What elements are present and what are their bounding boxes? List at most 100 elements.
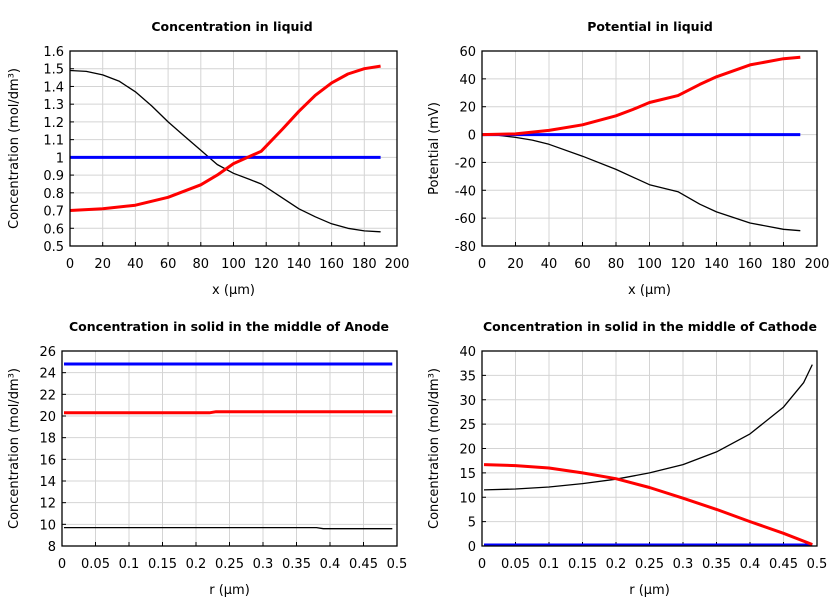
y-tick-label: 0.8	[43, 187, 64, 202]
x-tick-label: 160	[738, 257, 763, 272]
x-tick-label: 140	[704, 257, 729, 272]
y-tick-label: 0.7	[43, 205, 64, 220]
y-tick-label: 60	[459, 45, 476, 60]
x-tick-label: 0.1	[539, 557, 560, 572]
x-tick-label: 0	[478, 557, 486, 572]
x-tick-label: 160	[319, 257, 344, 272]
y-tick-label: 18	[39, 432, 56, 447]
subplot-2: Potential in liquid 0 20 40 60 80 100 120 140 160…	[427, 19, 829, 298]
x-tick-label: 0.05	[81, 557, 110, 572]
x-tick-label: 0.4	[740, 557, 761, 572]
subplot-1: Concentration in liquid 0 20 40 60 80 100 120 14…	[7, 19, 409, 298]
y-tick-label: 1.5	[43, 63, 64, 78]
x-axis-label: r (µm)	[629, 583, 670, 598]
y-tick-label: 0.5	[43, 240, 64, 255]
x-tick-label: 200	[805, 257, 830, 272]
y-tick-label: -20	[455, 156, 476, 171]
x-tick-label: 20	[94, 257, 111, 272]
chart-title: Concentration in liquid	[151, 19, 312, 34]
plot-frame	[69, 50, 398, 247]
chart-title: Concentration in solid in the middle of …	[483, 319, 817, 334]
x-tick-label: 0.15	[568, 557, 597, 572]
y-tick-label: 15	[459, 467, 476, 482]
y-tick-label: 26	[39, 345, 56, 360]
y-axis-label: Concentration (mol/dm³)	[427, 368, 442, 529]
y-tick-label: 35	[459, 369, 476, 384]
y-tick-label: 0.9	[43, 169, 64, 184]
x-tick-label: 120	[254, 257, 279, 272]
y-tick-label: 0.6	[43, 222, 64, 237]
y-tick-label: 40	[459, 73, 476, 88]
x-axis-label: x (µm)	[212, 283, 255, 298]
x-tick-label: 0.45	[349, 557, 378, 572]
x-tick-label: 0	[66, 257, 74, 272]
x-tick-label: 120	[671, 257, 696, 272]
x-tick-label: 0.2	[606, 557, 627, 572]
x-tick-label: 0.35	[282, 557, 311, 572]
x-tick-label: 0.25	[215, 557, 244, 572]
series-line-3	[481, 55, 801, 137]
x-axis-label: r (µm)	[209, 583, 250, 598]
x-tick-label: 0.4	[320, 557, 341, 572]
x-tick-label: 0.3	[673, 557, 694, 572]
y-tick-label: 40	[459, 345, 476, 360]
plot-frame	[61, 350, 398, 547]
y-tick-label: 0	[468, 540, 476, 555]
x-tick-label: 0.5	[807, 557, 828, 572]
x-tick-label: 0.2	[186, 557, 207, 572]
x-tick-label: 140	[286, 257, 311, 272]
y-tick-label: 12	[39, 497, 56, 512]
y-tick-label: 24	[39, 367, 56, 382]
y-tick-label: 30	[459, 394, 476, 409]
y-tick-label: 10	[459, 491, 476, 506]
series-line-1	[64, 526, 393, 530]
x-tick-label: 80	[193, 257, 210, 272]
x-tick-label: 0.05	[501, 557, 530, 572]
y-tick-label: 0	[468, 129, 476, 144]
y-tick-label: 5	[468, 516, 476, 531]
y-axis-label: Concentration (mol/dm³)	[7, 368, 22, 529]
x-tick-label: 40	[541, 257, 558, 272]
y-tick-label: -80	[455, 240, 476, 255]
x-tick-label: 0.15	[148, 557, 177, 572]
x-tick-label: 20	[507, 257, 524, 272]
x-tick-label: 0.5	[387, 557, 408, 572]
y-tick-label: -40	[455, 184, 476, 199]
y-tick-label: 1.4	[43, 80, 64, 95]
y-tick-label: 20	[39, 410, 56, 425]
x-tick-label: 100	[221, 257, 246, 272]
y-tick-label: 25	[459, 418, 476, 433]
x-axis-label: x (µm)	[628, 283, 671, 298]
y-tick-label: 1	[56, 151, 64, 166]
chart-title: Concentration in solid in the middle of …	[69, 319, 389, 334]
y-tick-label: 20	[459, 101, 476, 116]
y-tick-label: 1.3	[43, 98, 64, 113]
y-tick-label: 8	[48, 540, 56, 555]
series-line-1	[483, 364, 813, 491]
x-tick-label: 0.3	[253, 557, 274, 572]
y-tick-label: 16	[39, 453, 56, 468]
x-tick-label: 0.45	[769, 557, 798, 572]
x-tick-label: 60	[160, 257, 177, 272]
x-tick-label: 180	[352, 257, 377, 272]
series-line-1	[481, 133, 801, 232]
x-tick-label: 200	[385, 257, 410, 272]
x-tick-label: 0	[58, 557, 66, 572]
y-axis-label: Potential (mV)	[427, 102, 442, 195]
y-tick-label: 20	[459, 443, 476, 458]
series-line-3	[483, 463, 813, 546]
plot-frame	[481, 350, 818, 547]
x-tick-label: 180	[771, 257, 796, 272]
y-tick-label: 1.2	[43, 116, 64, 131]
subplot-3: Concentration in solid in the middle of …	[7, 319, 407, 598]
y-tick-label: -60	[455, 212, 476, 227]
y-axis-label: Concentration (mol/dm³)	[7, 68, 22, 229]
x-tick-label: 0.1	[119, 557, 140, 572]
x-tick-label: 80	[608, 257, 625, 272]
y-tick-label: 1.1	[43, 134, 64, 149]
x-tick-label: 60	[574, 257, 591, 272]
y-tick-label: 14	[39, 475, 56, 490]
x-tick-label: 40	[127, 257, 144, 272]
